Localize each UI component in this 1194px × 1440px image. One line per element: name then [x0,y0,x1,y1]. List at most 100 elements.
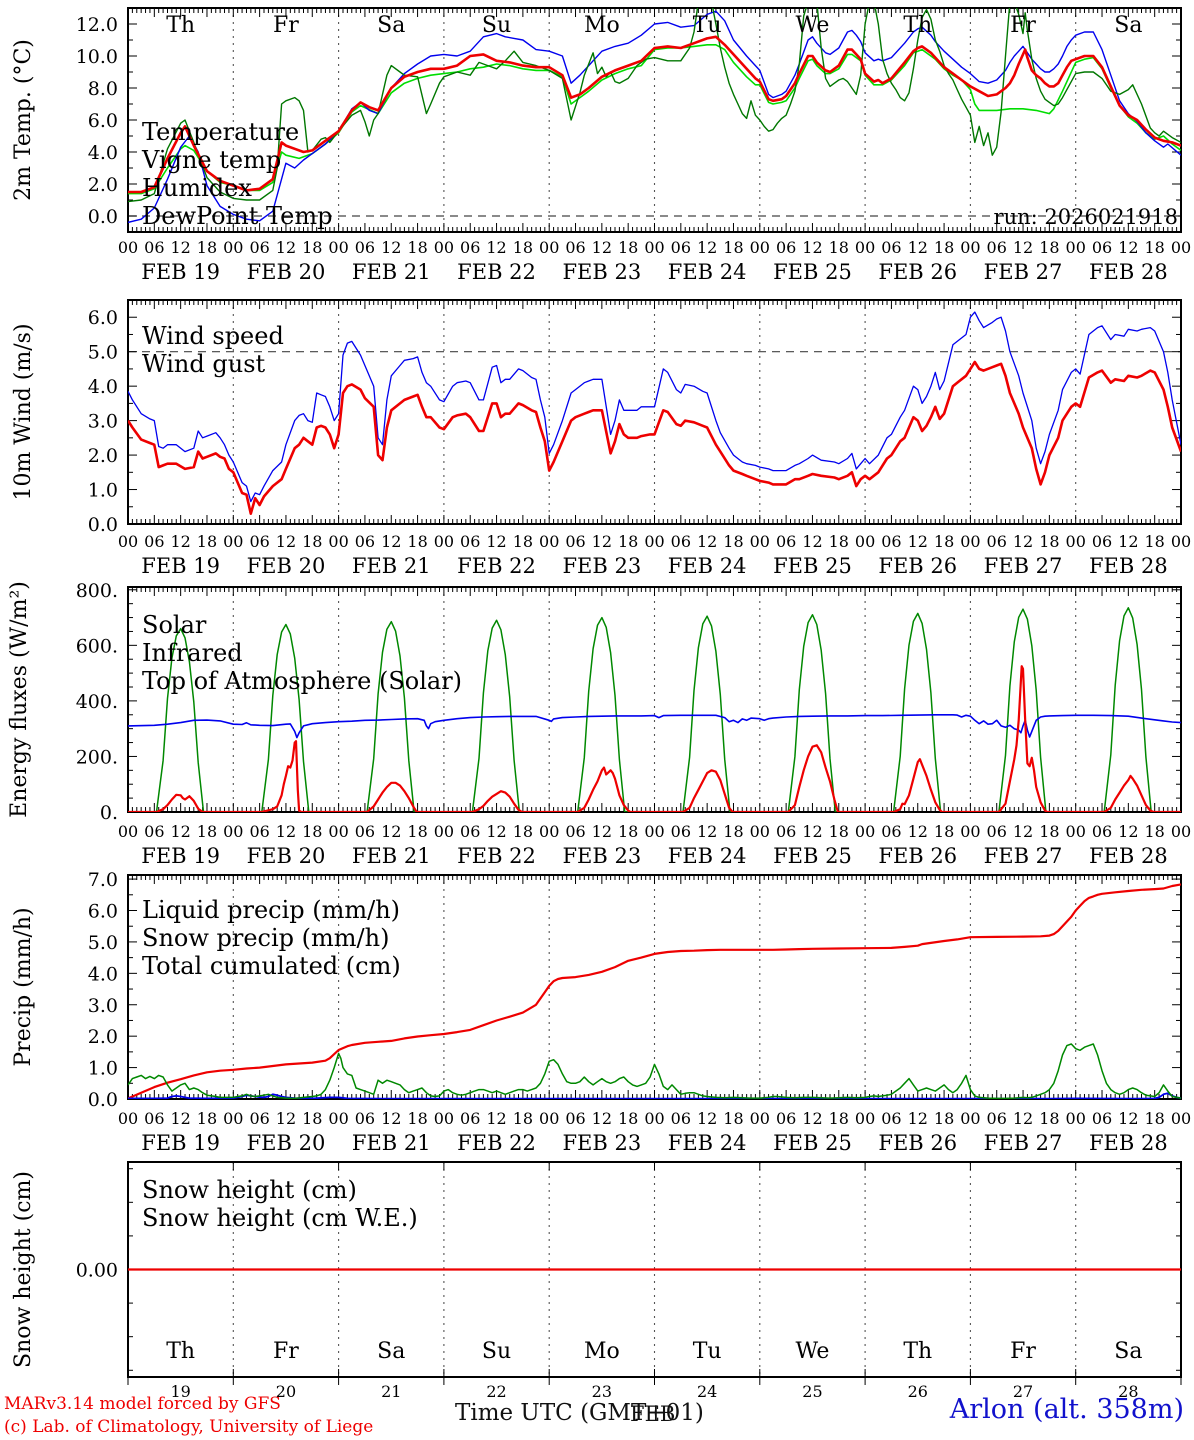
hour-tick-label: 12 [1118,238,1138,257]
temperature-panel-legend-0: Temperature [142,118,299,146]
hour-tick-label: 12 [170,532,190,551]
hour-tick-label: 06 [565,532,585,551]
hour-tick-label: 18 [1039,238,1059,257]
date-label: FEB 19 [141,1131,220,1155]
hour-tick-label: 12 [1118,822,1138,841]
hour-tick-label: 00 [328,532,348,551]
precip-panel-legend-0: Liquid precip (mm/h) [142,896,400,924]
weekday-letter: Th [166,1339,195,1364]
precip-panel-ytick: 3.0 [88,995,118,1017]
hour-tick-label: 12 [276,1109,296,1128]
hour-tick-label: 12 [1013,822,1033,841]
hour-tick-label: 00 [644,1109,664,1128]
snow-height-panel-ytick: 0.00 [76,1260,118,1282]
hour-tick-label: 18 [1144,238,1164,257]
energy-flux-panel-ylabel: Energy fluxes (W/m²) [7,581,32,818]
temperature-panel: 12.0 10.0 8.0 6.0 4.0 2.0 0.0 TemperatureVigne … [11,7,1191,284]
hour-tick-label: 00 [1171,822,1191,841]
hour-tick-label: 12 [170,822,190,841]
hour-tick-label: 06 [671,532,691,551]
hour-tick-label: 12 [908,532,928,551]
hour-tick-label: 12 [697,238,717,257]
hour-tick-label: 12 [908,238,928,257]
hour-tick-label: 12 [802,532,822,551]
date-label: FEB 20 [247,844,326,868]
snow-height-panel-ylabel: Snow height (cm) [11,1171,36,1368]
date-label: FEB 28 [1089,844,1168,868]
wind-panel-ytick: 0.0 [88,514,118,536]
weekday-letter: We [796,13,830,38]
top-of-atmosphere-solar-line [128,607,1181,812]
precip-panel-ytick: 5.0 [88,932,118,954]
hour-tick-label: 18 [723,822,743,841]
hour-tick-label: 06 [249,822,269,841]
weekday-letter: Fr [273,1339,299,1364]
day-number-label: 22 [486,1382,506,1401]
hour-tick-label: 00 [223,238,243,257]
hour-tick-label: 18 [302,1109,322,1128]
hour-tick-label: 06 [1092,532,1112,551]
date-label: FEB 27 [984,554,1063,578]
hour-tick-label: 12 [802,1109,822,1128]
hour-tick-label: 18 [723,238,743,257]
hour-tick-label: 12 [486,238,506,257]
total-cumulated-line [128,883,1181,1099]
temperature-panel-legend-2: Humidex [142,174,252,202]
hour-tick-label: 12 [276,822,296,841]
weekday-letter: Mo [584,13,620,38]
date-label: FEB 24 [668,554,747,578]
infrared-line [128,713,1181,739]
date-label: FEB 25 [773,260,852,284]
wind-panel-ytick: 1.0 [88,480,118,502]
hour-tick-label: 06 [881,238,901,257]
precip-panel-ytick: 6.0 [88,901,118,923]
hour-tick-label: 00 [1066,532,1086,551]
date-label: FEB 26 [878,260,957,284]
hour-tick-label: 00 [750,532,770,551]
hour-tick-label: 06 [355,822,375,841]
hour-tick-label: 12 [1118,1109,1138,1128]
precip-panel-ylabel: Precip (mm/h) [11,907,36,1066]
wind-panel-ytick: 3.0 [88,411,118,433]
hour-tick-label: 12 [697,1109,717,1128]
hour-tick-label: 06 [987,1109,1007,1128]
precip-panel-ytick: 4.0 [88,963,118,985]
liquid-precip-line [128,1043,1181,1099]
hour-tick-label: 06 [671,1109,691,1128]
hour-tick-label: 18 [513,532,533,551]
wind-gust-line [128,311,1181,503]
date-label: FEB 23 [562,1131,641,1155]
day-number-label: 27 [1013,1382,1033,1401]
hour-tick-label: 12 [697,532,717,551]
day-number-label: 21 [381,1382,401,1401]
station-label: Arlon (alt. 358m) [949,1394,1184,1425]
date-label: FEB 23 [562,844,641,868]
hour-tick-label: 06 [249,532,269,551]
hour-tick-label: 00 [434,1109,454,1128]
hour-tick-label: 18 [197,532,217,551]
temperature-panel-legend-1: Vigne temp [141,146,281,174]
snow-height-panel-legend-1: Snow height (cm W.E.) [142,1204,418,1232]
model-credit-line-2: (c) Lab. of Climatology, University of L… [4,1417,374,1437]
hour-tick-label: 06 [144,238,164,257]
hour-tick-label: 12 [592,238,612,257]
weekday-letter: Tu [693,13,722,38]
hour-tick-label: 12 [1013,532,1033,551]
date-label: FEB 22 [457,844,536,868]
date-label: FEB 27 [984,1131,1063,1155]
hour-tick-label: 06 [987,822,1007,841]
hour-tick-label: 00 [328,238,348,257]
temperature-panel-ytick: 10.0 [76,46,118,68]
weekday-letter: Mo [584,1339,620,1364]
hour-tick-label: 18 [934,532,954,551]
hour-tick-label: 18 [723,1109,743,1128]
hour-tick-label: 06 [144,532,164,551]
model-credit-line-1: MARv3.14 model forced by GFS [4,1394,281,1414]
energy-flux-panel-ytick: 600. [76,635,118,657]
date-label: FEB 22 [457,554,536,578]
hour-tick-label: 18 [618,1109,638,1128]
hour-tick-label: 12 [592,822,612,841]
hour-tick-label: 00 [223,532,243,551]
hour-tick-label: 06 [460,822,480,841]
hour-tick-label: 06 [1092,238,1112,257]
